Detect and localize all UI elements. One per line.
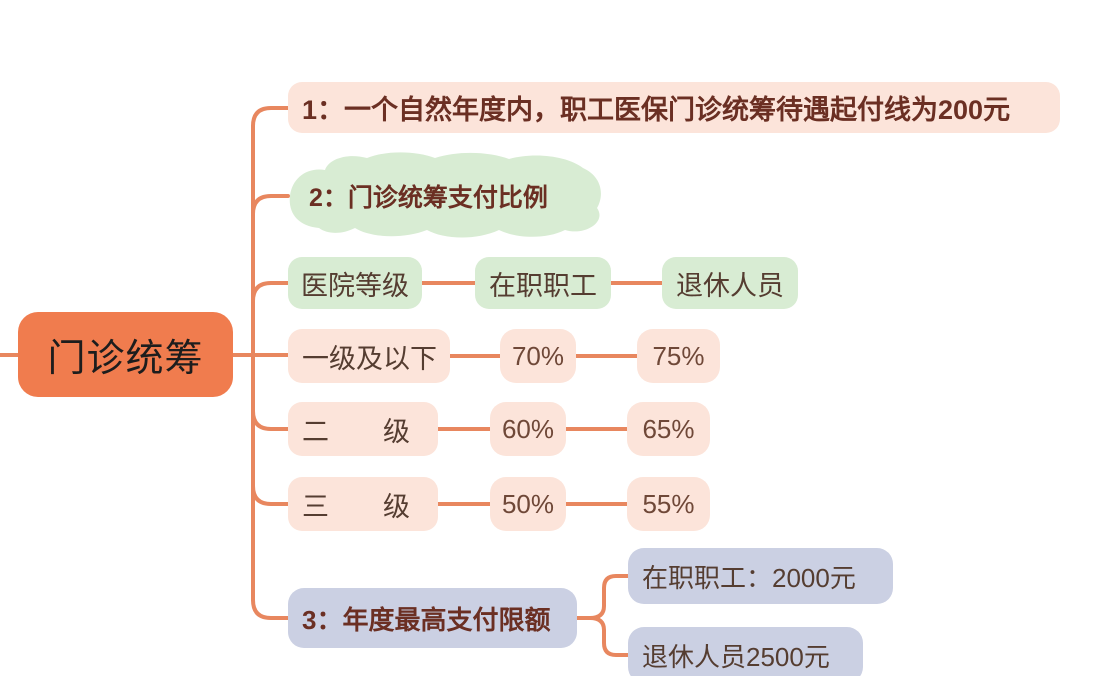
- row3-level-label: 三 级: [288, 477, 438, 531]
- row1-active-percent: 70%: [500, 329, 576, 383]
- row2-retiree-percent: 65%: [627, 402, 710, 456]
- row1-level-label: 一级及以下: [288, 329, 450, 383]
- row1-retiree-percent: 75%: [637, 329, 720, 383]
- node-cap-retirees: 退休人员2500元: [628, 627, 863, 676]
- header-retirees: 退休人员: [662, 257, 798, 309]
- header-hospital-level: 医院等级: [288, 257, 422, 309]
- node-branch2-payment-ratio: 2：门诊统筹支付比例: [309, 184, 548, 212]
- row3-active-percent: 50%: [490, 477, 566, 531]
- cloud-shape: [289, 152, 601, 238]
- node-branch3-annual-cap: 3：年度最高支付限额: [288, 588, 577, 648]
- node-branch1-deductible: 1：一个自然年度内，职工医保门诊统筹待遇起付线为200元: [288, 82, 1060, 133]
- node-root: 门诊统筹: [18, 312, 233, 397]
- row2-level-label: 二 级: [288, 402, 438, 456]
- node-cap-active-employees: 在职职工：2000元: [628, 548, 893, 604]
- row3-retiree-percent: 55%: [627, 477, 710, 531]
- header-active-employees: 在职职工: [475, 257, 611, 309]
- row2-active-percent: 60%: [490, 402, 566, 456]
